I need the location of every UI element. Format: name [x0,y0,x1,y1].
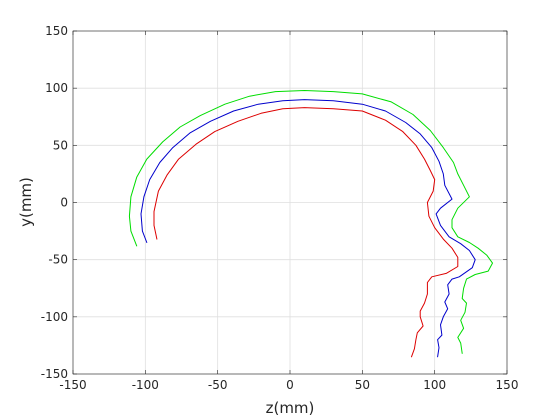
series-line [153,107,459,358]
x-tick-label: -150 [59,378,86,392]
tick-labels: -150 -100 -50 0 50 100 150 -150 -100 -50 0 50 100 150 [41,24,519,392]
x-tick-label: 0 [286,378,294,392]
y-tick-label: -100 [41,310,68,324]
y-axis-label: y(mm) [17,177,35,227]
y-tick-label: 50 [53,138,68,152]
x-tick-label: 150 [496,378,519,392]
series-line [140,99,476,358]
x-tick-label: 50 [355,378,370,392]
series-group [128,90,493,358]
x-tick-label: -50 [208,378,228,392]
x-tick-label: -100 [132,378,159,392]
x-axis-label: z(mm) [266,399,315,417]
y-tick-label: 100 [45,81,68,95]
ticks [72,30,508,375]
y-tick-label: 150 [45,24,68,38]
x-tick-label: 100 [423,378,446,392]
series-line [128,90,493,354]
y-tick-label: 0 [60,196,68,210]
y-tick-label: -50 [48,253,68,267]
y-tick-label: -150 [41,367,68,381]
